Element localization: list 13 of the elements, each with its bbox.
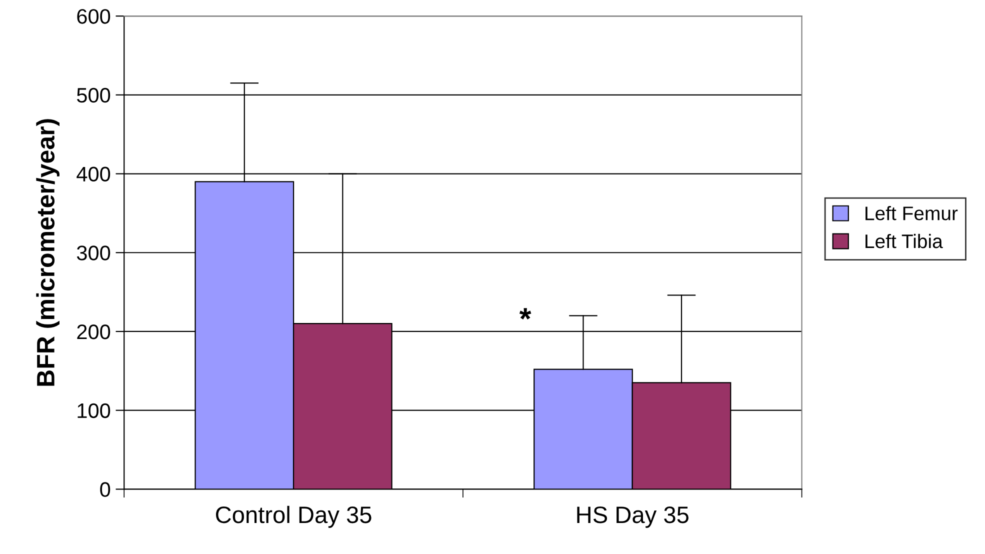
y-tick-label: 100: [78, 403, 110, 418]
y-tick-label: 400: [76, 166, 110, 182]
y-axis-title: BFR (micrometer/year): [36, 119, 60, 386]
legend-label: Left Femur: [866, 206, 958, 220]
x-tick-label: HS Day 35: [577, 506, 688, 528]
legend-label: Left Tibia: [866, 234, 943, 248]
y-tick-label: 500: [76, 88, 110, 103]
y-tick-label: 0: [100, 482, 110, 497]
y-tick-label: 200: [77, 324, 110, 340]
y-tick-label: 300: [76, 246, 110, 260]
annotation: *: [519, 308, 532, 320]
x-tick-label: Control Day 35: [216, 506, 372, 528]
y-tick-label: 600: [77, 9, 110, 24]
